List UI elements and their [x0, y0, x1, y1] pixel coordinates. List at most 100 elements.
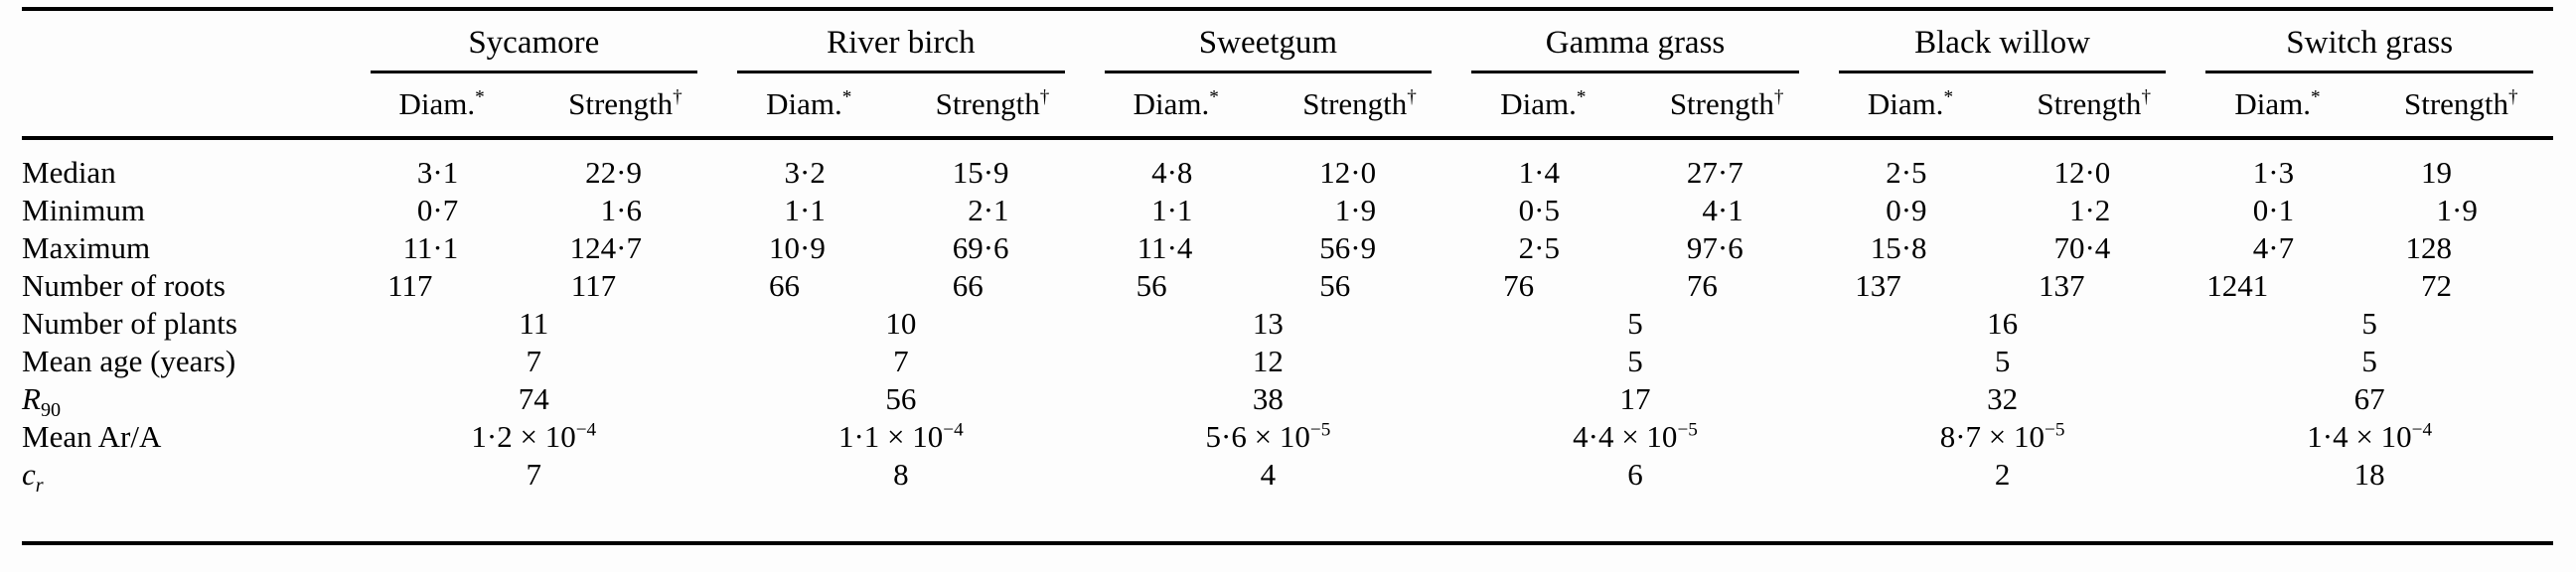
value-cell-group: 6: [1627, 456, 1643, 492]
value-cell-diam: 4·8: [1085, 138, 1268, 192]
strength-label: Strength: [2403, 85, 2509, 121]
footnote-marker-dagger: †: [673, 86, 682, 108]
fraction-part: ·1: [432, 154, 459, 190]
fraction-part: ·1: [1717, 192, 1743, 227]
value-cell-strength: 117: [533, 267, 717, 305]
integer-part: 4: [2252, 229, 2269, 265]
fraction-part: ·0: [2084, 154, 2111, 190]
value-cell-group: 8: [893, 456, 909, 492]
integer-part: 27: [1686, 154, 1718, 190]
value-cell-diam: 76: [1451, 267, 1634, 305]
integer-part: 1: [2068, 192, 2085, 227]
footnote-marker-asterisk: *: [841, 86, 852, 108]
integer-part: 56: [1319, 267, 1351, 303]
col-header-strength: Strength†: [1267, 73, 1452, 140]
integer-part: 66: [769, 267, 800, 303]
fraction-part: ·7: [432, 192, 459, 227]
fraction-part: ·6: [616, 192, 642, 227]
fraction-part: ·4: [1534, 154, 1560, 190]
value-cell-group: 74: [518, 380, 549, 416]
value-cell-group: 56: [885, 380, 917, 416]
diam-label: Diam.: [398, 85, 476, 121]
mantissa: 1·2 × 10: [471, 418, 576, 454]
value-cell-diam: 2·5: [1451, 229, 1634, 267]
footnote-marker-dagger: †: [2508, 86, 2518, 108]
table-row: Maximum 11·1 124·7 10·9 69·6 11·4 56·9 2·5 97·6 1…: [22, 229, 2553, 267]
col-header-diam: Diam.*: [2186, 73, 2369, 140]
integer-part: 15: [1870, 229, 1901, 265]
value-cell-group: 18: [2353, 456, 2385, 492]
integer-part: 97: [1686, 229, 1718, 265]
integer-part: 56: [1319, 229, 1351, 265]
value-cell-strength: 1·6: [533, 192, 717, 229]
col-header-strength: Strength†: [2368, 73, 2553, 140]
footnote-marker-asterisk: *: [2311, 86, 2321, 108]
fraction-part: ·9: [1350, 229, 1377, 265]
exponent: −5: [1309, 419, 1331, 441]
value-cell-group: 2: [1994, 456, 2011, 492]
diam-label: Diam.: [2234, 85, 2311, 121]
value-cell-strength: 27·7: [1635, 138, 1819, 192]
table-row: Median 3·1 22·9 3·2 15·9 4·8 12·0 1·4 27·7 2·5 12·…: [22, 138, 2553, 192]
fraction-part: ·1: [1166, 192, 1193, 227]
fraction-part: ·7: [616, 229, 642, 265]
value-cell-diam: 10·9: [717, 229, 900, 267]
integer-part: 1: [784, 192, 801, 227]
value-cell-diam: 1·4: [1451, 138, 1634, 192]
integer-part: 66: [952, 267, 984, 303]
value-cell-diam: 66: [717, 267, 900, 305]
group-header-sweetgum: Sweetgum: [1085, 9, 1452, 74]
row-label: Number of plants: [22, 305, 237, 341]
group-name: Black willow: [1914, 25, 2091, 61]
value-cell-group: 13: [1252, 305, 1284, 341]
integer-part: 3: [416, 154, 433, 190]
value-cell-group: 11: [519, 305, 549, 341]
fraction-part: ·1: [2268, 192, 2295, 227]
fraction-part: ·5: [1534, 229, 1560, 265]
strength-label: Strength: [1302, 85, 1408, 121]
row-label: Mean Ar/A: [22, 418, 162, 454]
value-cell-diam: 137: [1819, 267, 2002, 305]
footnote-marker-dagger: †: [2141, 86, 2152, 108]
group-name: Switch grass: [2286, 25, 2454, 61]
exponent: −4: [943, 419, 964, 441]
table-row: Minimum 0·7 1·6 1·1 2·1 1·1 1·9 0·5 4·1 0·9 1·2 0·1…: [22, 192, 2553, 229]
mantissa: 1·4 × 10: [2307, 418, 2412, 454]
row-label: Median: [22, 154, 116, 190]
col-header-strength: Strength†: [1634, 73, 1819, 140]
strength-label: Strength: [935, 85, 1040, 121]
spanner-rule: [737, 70, 1065, 73]
value-cell-group: 4: [1260, 456, 1277, 492]
value-cell-strength: 56: [1268, 267, 1451, 305]
table-row: Number of roots 117 117 66 66 56 56 76 76 137 137 1…: [22, 267, 2553, 305]
value-cell-strength: 19: [2369, 138, 2553, 192]
value-cell-strength: 22·9: [533, 138, 717, 192]
value-cell-group: 12: [1252, 343, 1284, 378]
value-cell-group: 5: [1994, 343, 2011, 378]
strength-label: Strength: [1669, 85, 1774, 121]
footnote-marker-asterisk: *: [1943, 86, 1954, 108]
integer-part: 76: [1686, 267, 1718, 303]
diam-label: Diam.: [1867, 85, 1944, 121]
subheader-row: Diam.* Strength† Diam.* Strength† Diam.*…: [22, 73, 2553, 140]
table-row: Mean Ar/A 1·2 × 10−4 1·1 × 10−4 5·6 × 10−5 4…: [22, 418, 2553, 456]
row-label: Maximum: [22, 229, 151, 265]
group-header-sycamore: Sycamore: [351, 9, 718, 74]
integer-part: 0: [1518, 192, 1535, 227]
exponent: −4: [2411, 419, 2433, 441]
fraction-part: ·0: [1350, 154, 1377, 190]
value-cell-strength: 72: [2369, 267, 2553, 305]
value-cell-group: 8·7 × 10−5: [1819, 418, 2187, 456]
value-cell-group: 32: [1987, 380, 2019, 416]
fraction-part: ·7: [1717, 154, 1743, 190]
value-cell-diam: 3·1: [351, 138, 533, 192]
table-body: Median 3·1 22·9 3·2 15·9 4·8 12·0 1·4 27·7 2·5 12·…: [22, 138, 2553, 543]
spanner-rule: [2205, 70, 2533, 73]
row-label: cr: [22, 456, 44, 498]
value-cell-diam: 11·4: [1085, 229, 1268, 267]
integer-part: 4: [1151, 154, 1167, 190]
value-cell-group: 4·4 × 10−5: [1451, 418, 1819, 456]
diam-label: Diam.: [1500, 85, 1577, 121]
value-cell-strength: 15·9: [900, 138, 1084, 192]
fraction-part: ·9: [1900, 192, 1927, 227]
